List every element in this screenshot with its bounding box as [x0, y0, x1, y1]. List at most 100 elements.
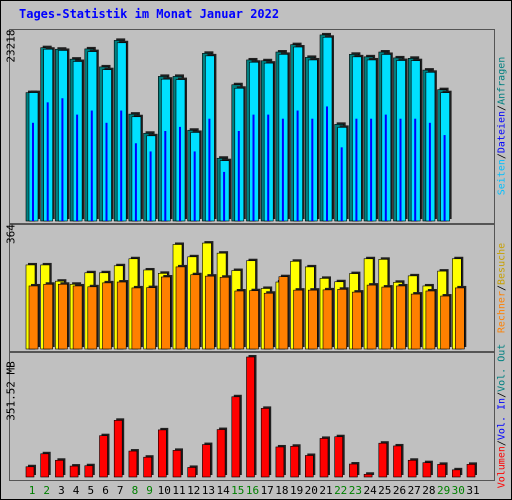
- volumen-bar: [113, 420, 123, 478]
- volumen-bar: [143, 456, 152, 478]
- x-tick-label: 13: [202, 484, 215, 497]
- rechner-bar: [234, 290, 245, 350]
- rechner-bar: [337, 289, 348, 350]
- rechner-bar: [161, 276, 171, 350]
- x-tick-label: 3: [58, 484, 65, 497]
- dateien-bar: [414, 118, 417, 221]
- x-tick-label: 18: [275, 484, 288, 497]
- dateien-bar: [76, 114, 79, 221]
- dateien-bar: [267, 114, 270, 221]
- volumen-bar: [378, 442, 388, 478]
- volumen-bar: [69, 465, 79, 478]
- volumen-bar: [246, 356, 255, 478]
- volumen-bar: [260, 408, 270, 478]
- x-tick-label: 15: [231, 484, 244, 497]
- x-tick-label: 7: [117, 484, 124, 497]
- rechner-bar: [43, 283, 54, 350]
- dateien-bar: [355, 118, 358, 221]
- rechner-bar: [116, 281, 127, 350]
- volumen-bar: [40, 453, 50, 478]
- volumen-bar: [231, 396, 241, 478]
- x-tick-label: 30: [452, 484, 465, 497]
- volumen-bar: [349, 463, 358, 478]
- rechner-bar: [396, 285, 406, 350]
- dateien-bar: [32, 122, 34, 221]
- x-tick-label: 25: [378, 484, 391, 497]
- dateien-bar: [428, 122, 431, 221]
- x-tick-label: 2: [43, 484, 50, 497]
- x-tick-label: 10: [158, 484, 171, 497]
- rechner-bar: [190, 274, 200, 350]
- x-tick-label: 8: [132, 484, 139, 497]
- rechner-bar: [352, 291, 362, 350]
- x-tick-label: 21: [319, 484, 332, 497]
- x-tick-label: 19: [290, 484, 303, 497]
- x-tick-label: 4: [73, 484, 80, 497]
- rechner-bar: [366, 284, 377, 350]
- dateien-bar: [61, 98, 64, 221]
- rechner-bar: [87, 286, 98, 350]
- volumen-bar: [216, 429, 226, 478]
- dateien-bar: [326, 106, 328, 221]
- rechner-bar: [410, 293, 421, 350]
- volumen-bar: [128, 450, 138, 478]
- volumen-bar: [172, 450, 182, 478]
- x-tick-label: 24: [363, 484, 377, 497]
- x-tick-label: 29: [437, 484, 450, 497]
- x-tick-label: 26: [393, 484, 406, 497]
- x-tick-label: 22: [334, 484, 347, 497]
- dateien-bar: [120, 110, 123, 221]
- volumen-bar: [393, 445, 402, 478]
- dateien-bar: [384, 114, 387, 221]
- page-title: Tages-Statistik im Monat Januar 2022: [19, 7, 280, 21]
- rechner-bar: [381, 286, 392, 350]
- volumen-bar: [334, 436, 344, 478]
- dateien-bar: [399, 118, 402, 221]
- x-tick-label: 11: [172, 484, 185, 497]
- x-tick-label: 1: [29, 484, 36, 497]
- volumen-bar: [363, 473, 373, 478]
- rechner-bar: [307, 289, 318, 350]
- volumen-bar: [451, 469, 461, 478]
- rechner-bar: [146, 287, 156, 350]
- volumen-bar: [290, 445, 299, 478]
- rechner-bar: [454, 287, 465, 350]
- dateien-bar: [105, 122, 108, 221]
- rechner-bar: [58, 283, 68, 350]
- rechner-bar: [293, 289, 303, 350]
- volumen-bar: [99, 435, 108, 478]
- dateien-bar: [252, 114, 255, 221]
- rechner-bar: [28, 285, 39, 350]
- x-tick-label: 5: [87, 484, 94, 497]
- volumen-bar: [25, 466, 35, 478]
- volumen-bar: [187, 467, 196, 478]
- dateien-bar: [311, 118, 314, 221]
- x-tick-label: 27: [408, 484, 421, 497]
- rechner-bar: [440, 295, 450, 350]
- rechner-bar: [131, 287, 142, 350]
- rechner-bar: [72, 285, 83, 350]
- rechner-bar: [175, 266, 186, 350]
- dateien-bar: [149, 151, 152, 221]
- dateien-bar: [208, 118, 211, 221]
- rechner-bar: [322, 289, 333, 350]
- rechner-bar: [425, 290, 436, 350]
- volumen-bar: [407, 459, 417, 478]
- volumen-bar: [304, 455, 314, 478]
- x-tick-label: 28: [422, 484, 435, 497]
- dateien-bar: [223, 171, 226, 221]
- x-tick-label: 17: [261, 484, 274, 497]
- dateien-bar: [443, 135, 446, 221]
- volumen-bar: [466, 464, 476, 478]
- dateien-bar: [179, 126, 181, 221]
- volumen-bar: [55, 459, 64, 478]
- rechner-bar: [278, 276, 289, 350]
- x-tick-label: 16: [246, 484, 259, 497]
- x-tick-label: 23: [349, 484, 362, 497]
- rechner-bar: [249, 290, 259, 350]
- x-tick-label: 31: [466, 484, 479, 497]
- dateien-bar: [193, 151, 196, 221]
- dateien-bar: [281, 118, 284, 221]
